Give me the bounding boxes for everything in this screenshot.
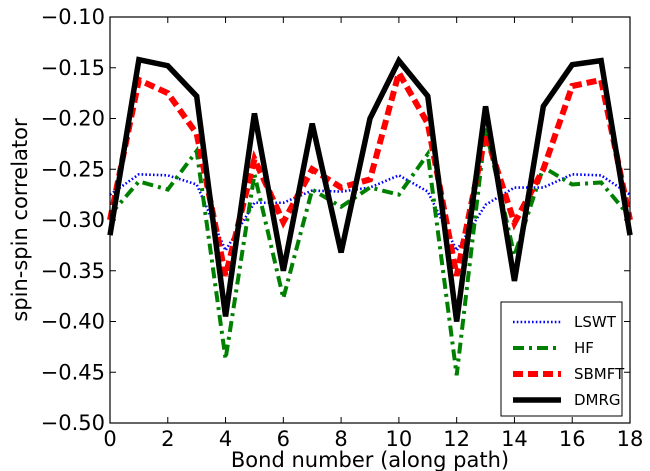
y-tick-label: −0.35 xyxy=(41,259,105,283)
x-tick-label: 18 xyxy=(617,427,644,451)
y-tick-label: −0.15 xyxy=(41,56,105,80)
series-line-sbmft xyxy=(107,65,633,277)
y-tick-label: −0.10 xyxy=(41,5,105,29)
x-tick-label: 8 xyxy=(334,427,347,451)
y-axis-label: spin-spin correlator xyxy=(8,118,32,322)
x-tick-label: 2 xyxy=(161,427,174,451)
x-tick-label: 14 xyxy=(501,427,528,451)
x-axis-label: Bond number (along path) xyxy=(231,448,509,471)
legend-label-lswt: LSWT xyxy=(574,313,617,331)
x-tick-label: 16 xyxy=(559,427,586,451)
series-line-dmrg xyxy=(107,55,633,322)
x-tick-label: 10 xyxy=(386,427,413,451)
legend-label-dmrg: DMRG xyxy=(574,391,621,409)
legend-label-sbmft: SBMFT xyxy=(574,365,625,383)
y-tick-label: −0.25 xyxy=(41,157,105,181)
x-tick-label: 0 xyxy=(103,427,116,451)
legend-label-hf: HF xyxy=(574,339,594,357)
y-tick-label: −0.20 xyxy=(41,107,105,131)
x-tick-label: 6 xyxy=(277,427,290,451)
ticks-layer: 0 2 4 6 8 10 12 14 16 18 −0.50 −0.45 −0.40 −0.35 −0.30… xyxy=(41,5,644,451)
y-tick-label: −0.40 xyxy=(41,310,105,334)
y-tick-label: −0.30 xyxy=(41,208,105,232)
series-line-lswt xyxy=(109,173,631,254)
y-tick-label: −0.50 xyxy=(41,411,105,435)
x-tick-label: 4 xyxy=(219,427,232,451)
x-tick-label: 12 xyxy=(443,427,470,451)
legend: LSWT HF SBMFT DMRG xyxy=(500,301,625,417)
y-tick-label: −0.45 xyxy=(41,360,105,384)
series-layer xyxy=(107,55,633,376)
